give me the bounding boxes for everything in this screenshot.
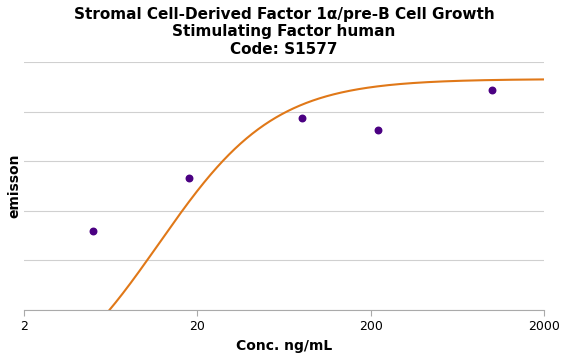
Title: Stromal Cell-Derived Factor 1α/pre-B Cell Growth
Stimulating Factor human
Code: : Stromal Cell-Derived Factor 1α/pre-B Cel… [74, 7, 494, 57]
Point [488, 87, 497, 93]
Point [373, 127, 382, 132]
Point [297, 116, 306, 121]
Point [88, 228, 98, 234]
X-axis label: Conc. ng/mL: Conc. ng/mL [236, 339, 332, 353]
Point [185, 175, 194, 180]
Y-axis label: emisson: emisson [7, 154, 21, 218]
